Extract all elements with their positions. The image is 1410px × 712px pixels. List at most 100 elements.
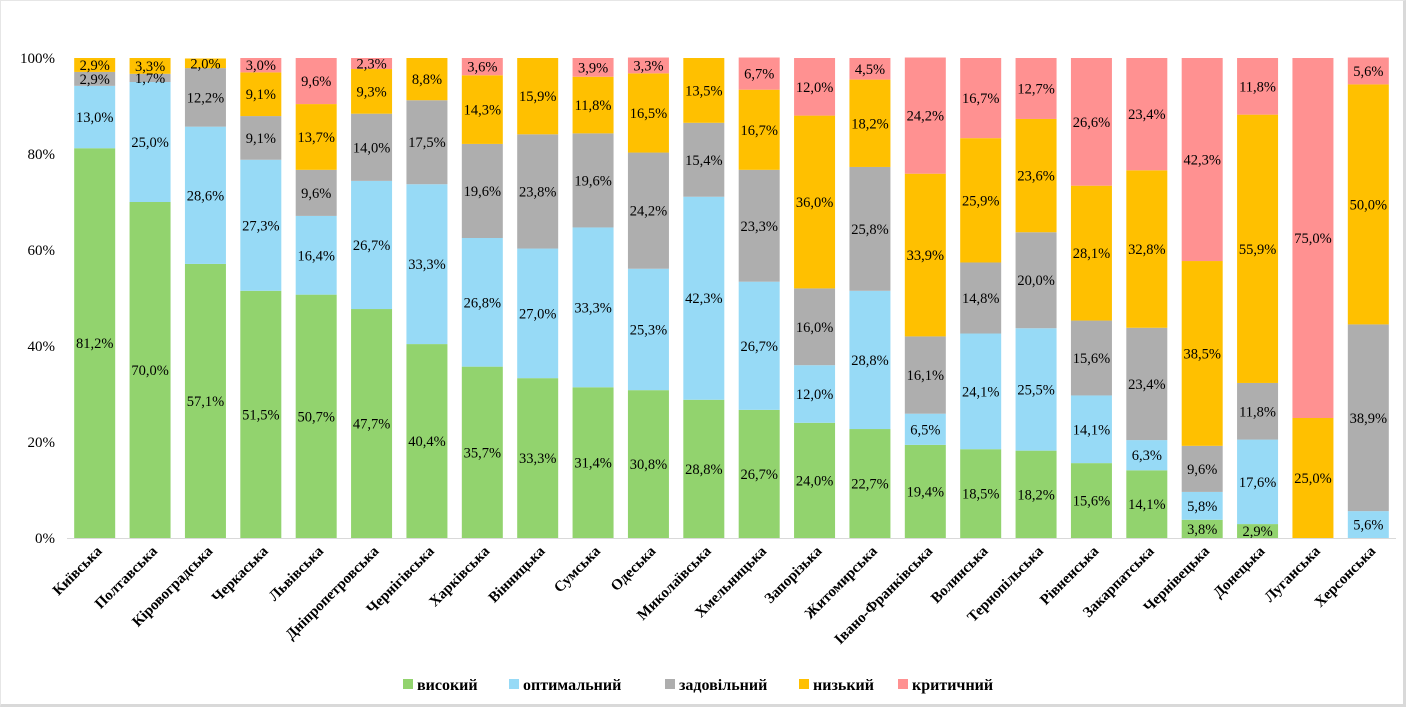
x-tick-label: Одеська (608, 543, 660, 595)
data-label: 81,2% (76, 336, 113, 352)
bar-segment-оптимальний (683, 196, 725, 400)
bar-segment-задовільний (129, 73, 171, 82)
bar-segment-задовільний (295, 169, 337, 216)
data-label: 2,9% (80, 58, 110, 74)
bar-segment-задовільний (1237, 382, 1279, 440)
data-label: 3,8% (1187, 522, 1217, 538)
data-label: 15,9% (519, 89, 556, 105)
data-label: 3,0% (246, 58, 276, 74)
data-label: 14,0% (353, 140, 390, 156)
data-label: 38,9% (1350, 411, 1387, 427)
bar-segment-критичний (738, 57, 780, 90)
bar-segment-оптимальний (738, 281, 780, 410)
data-label: 18,5% (962, 487, 999, 503)
bar-segment-високий (738, 409, 780, 538)
data-label: 20,0% (1017, 273, 1054, 289)
bar-segment-високий (240, 290, 282, 538)
data-label: 42,3% (685, 291, 722, 307)
x-tick-label: Харківська (426, 543, 493, 610)
data-labels: 81,2%13,0%2,9%2,9%70,0%25,0%1,7%3,3%57,1… (76, 56, 1387, 540)
bar-segment-критичний (1126, 58, 1168, 171)
data-label: 14,8% (962, 291, 999, 307)
data-label: 6,5% (910, 422, 940, 438)
data-label: 27,3% (242, 218, 279, 234)
data-label: 19,6% (574, 173, 611, 189)
data-label: 5,8% (1187, 499, 1217, 515)
bar-segment-задовільний (738, 169, 780, 282)
bar-segment-високий (960, 449, 1002, 538)
bar-segment-високий (184, 263, 226, 538)
legend-swatch-низький (799, 679, 809, 689)
data-label: 16,5% (630, 106, 667, 122)
bar-segment-високий (794, 422, 836, 538)
bar-segment-високий (351, 309, 393, 538)
bar-segment-оптимальний (129, 82, 171, 202)
data-label: 13,7% (297, 130, 334, 146)
bar-segment-оптимальний (517, 248, 559, 379)
bar-segment-оптимальний (849, 290, 891, 430)
bar-segment-оптимальний (184, 126, 226, 264)
bar-segment-низький (1126, 170, 1168, 328)
data-label: 9,6% (301, 186, 331, 202)
bar-segment-критичний (1181, 58, 1223, 262)
data-label: 33,3% (408, 257, 445, 273)
y-tick-label: 60% (28, 243, 56, 259)
data-label: 55,9% (1239, 242, 1276, 258)
bar-segment-високий (1126, 470, 1168, 538)
bar-segment-оптимальний (1237, 439, 1279, 525)
data-label: 13,5% (685, 83, 722, 99)
x-tick-label: Черкаська (209, 543, 272, 606)
legend-label: задовільний (679, 677, 767, 694)
data-label: 2,3% (356, 57, 386, 73)
data-label: 35,7% (464, 445, 501, 461)
data-label: 11,8% (1239, 79, 1276, 95)
data-label: 3,3% (633, 58, 663, 74)
bar-segment-низький (960, 138, 1002, 263)
bar-segment-оптимальний (74, 85, 116, 149)
bar-segment-задовільний (517, 134, 559, 249)
data-label: 25,8% (851, 222, 888, 238)
data-label: 19,6% (464, 184, 501, 200)
bar-segment-високий (74, 148, 116, 539)
legend-swatch-оптимальний (509, 679, 519, 689)
bar-segment-оптимальний (461, 238, 503, 367)
data-label: 23,4% (1128, 377, 1165, 393)
data-label: 28,8% (851, 353, 888, 369)
bar-segment-задовільний (74, 71, 116, 86)
bar-segment-низький (406, 58, 448, 101)
data-label: 15,6% (1073, 351, 1110, 367)
bar-segment-задовільний (240, 116, 282, 160)
bar-segment-задовільний (683, 122, 725, 197)
bar-segment-високий (1237, 524, 1279, 538)
bar-segment-критичний (849, 58, 891, 80)
data-label: 14,3% (464, 103, 501, 119)
data-label: 38,5% (1183, 346, 1220, 362)
bar-segment-низький (184, 58, 226, 69)
bar-segment-високий (461, 366, 503, 538)
data-label: 16,4% (297, 248, 334, 264)
data-label: 24,1% (962, 384, 999, 400)
data-label: 26,7% (740, 339, 777, 355)
data-label: 57,1% (187, 394, 224, 410)
bar-segment-оптимальний (904, 413, 946, 445)
data-label: 12,0% (796, 80, 833, 96)
bar-segment-задовільний (184, 68, 226, 127)
bar-segment-низький (849, 79, 891, 167)
data-label: 23,3% (740, 219, 777, 235)
data-label: 3,9% (578, 60, 608, 76)
bar-segment-високий (572, 387, 614, 538)
data-label: 26,7% (740, 467, 777, 483)
bar-segment-задовільний (904, 336, 946, 414)
bar-segment-оптимальний (794, 365, 836, 423)
bar-segment-оптимальний (627, 268, 669, 391)
bar-segment-задовільний (1181, 445, 1223, 492)
data-label: 28,1% (1073, 246, 1110, 262)
bar-segment-задовільний (1347, 324, 1389, 512)
data-label: 2,0% (190, 56, 220, 72)
bar-segment-низький (1015, 118, 1057, 233)
bar-segment-критичний (351, 58, 393, 70)
bar-segment-низький (1347, 84, 1389, 325)
data-label: 31,4% (574, 456, 611, 472)
bar-segment-низький (1070, 185, 1112, 321)
data-label: 6,3% (1132, 448, 1162, 464)
